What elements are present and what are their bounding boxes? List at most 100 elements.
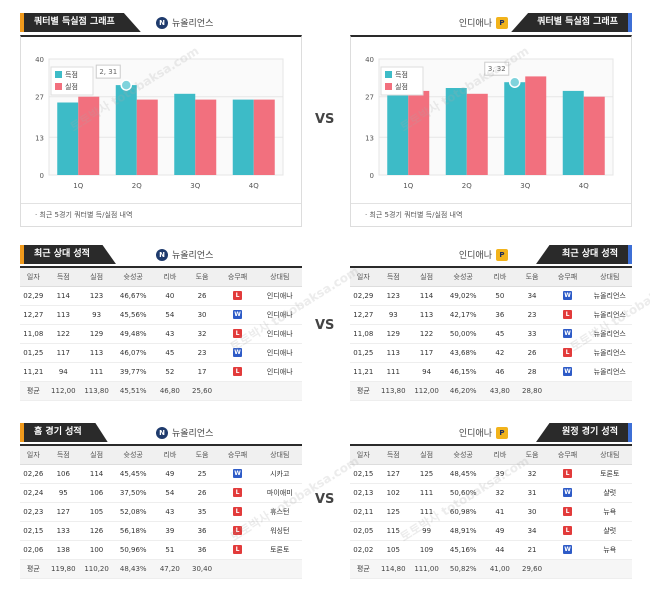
table-cell: 46,67% — [113, 286, 154, 306]
table-row: 01,25 113 117 43,68% 42 26 L 뉴올리언스 — [350, 343, 632, 363]
table-cell: 122 — [46, 324, 80, 344]
table-cell: 56,18% — [113, 521, 154, 541]
column-header: 승무패 — [217, 267, 258, 287]
table-cell: 32 — [483, 483, 517, 503]
loss-square-icon: L — [233, 488, 243, 497]
table-cell: 43 — [153, 324, 187, 344]
average-cell: 평균 — [350, 381, 377, 401]
column-header: 리바 — [153, 445, 187, 465]
table-row: 02,23 127 105 52,08% 43 35 L 휴스턴 — [20, 502, 302, 522]
table-cell: 52 — [153, 362, 187, 382]
table-cell: 뉴올리언스 — [587, 305, 632, 325]
average-row: 평균 113,80 112,00 46,20% 43,80 28,80 — [350, 381, 632, 401]
table-cell: 인디애나 — [257, 305, 302, 325]
table-cell: 11,21 — [20, 362, 47, 382]
team-label-left-2: N 뉴올리언스 — [156, 248, 213, 261]
legend-label: 득점 — [65, 71, 78, 79]
column-header: 실점 — [409, 267, 444, 287]
table-row: 02,26 106 114 45,45% 49 25 W 시카고 — [20, 464, 302, 484]
vs-label-homeaway: VS — [315, 492, 335, 507]
average-cell: 113,80 — [79, 381, 114, 401]
bar-for — [387, 79, 409, 175]
pacers-logo-icon: P — [496, 248, 508, 261]
loss-square-icon: L — [233, 367, 243, 376]
table-cell: 39 — [153, 521, 187, 541]
table-cell: 34 — [516, 521, 548, 541]
table-cell: 125 — [409, 464, 444, 484]
column-header: 리바 — [153, 267, 187, 287]
result-cell: W — [547, 362, 588, 382]
average-cell: 46,80 — [153, 381, 187, 401]
bar-against — [525, 76, 547, 175]
result-cell: L — [217, 521, 258, 541]
average-cell — [547, 381, 588, 401]
table-cell: 46,15% — [443, 362, 484, 382]
table-cell: 100 — [79, 540, 114, 560]
loss-square-icon: L — [563, 507, 573, 516]
table-cell: 111 — [409, 483, 444, 503]
table-row: 11,08 122 129 49,48% 43 32 L 인디애나 — [20, 324, 302, 344]
y-tick-label: 40 — [365, 56, 374, 64]
table-cell: 02,24 — [20, 483, 47, 503]
chart-note-right: · 최근 5경기 쿼터별 득/실점 내역 — [351, 203, 631, 226]
average-cell — [257, 559, 302, 579]
win-square-icon: W — [563, 545, 573, 554]
table-cell: 106 — [79, 483, 114, 503]
average-cell: 30,40 — [186, 559, 218, 579]
table-cell: 휴스턴 — [257, 502, 302, 522]
average-cell: 48,43% — [113, 559, 154, 579]
table-cell: 94 — [46, 362, 80, 382]
chart-note-left: · 최근 5경기 쿼터별 득/실점 내역 — [21, 203, 301, 226]
table-cell: 122 — [409, 324, 444, 344]
vs-label-charts: VS — [315, 112, 335, 127]
table-cell: 49 — [483, 521, 517, 541]
table-cell: 50,00% — [443, 324, 484, 344]
team-label-left: N 뉴올리언스 — [156, 16, 213, 29]
table-cell: 129 — [79, 324, 114, 344]
average-cell: 25,60 — [186, 381, 218, 401]
table-cell: 23 — [186, 343, 218, 363]
column-header: 슛성공 — [443, 267, 484, 287]
average-cell: 119,80 — [46, 559, 80, 579]
pelicans-logo-icon: N — [156, 16, 168, 29]
average-row: 평균 119,80 110,20 48,43% 47,20 30,40 — [20, 559, 302, 579]
table-cell: 인디애나 — [257, 362, 302, 382]
table-cell: 26 — [186, 286, 218, 306]
result-cell: L — [217, 286, 258, 306]
table-cell: 114 — [46, 286, 80, 306]
bar-for — [445, 88, 467, 175]
vs-label-recent: VS — [315, 318, 335, 333]
table-cell: 12,27 — [20, 305, 47, 325]
table-cell: 48,45% — [443, 464, 484, 484]
column-header: 득점 — [376, 267, 410, 287]
y-tick-label: 13 — [365, 134, 374, 142]
table-cell: 02,29 — [350, 286, 377, 306]
table-cell: 인디애나 — [257, 343, 302, 363]
column-header: 일자 — [20, 267, 47, 287]
table-cell: 48,91% — [443, 521, 484, 541]
team-name-right: 인디애나 — [458, 429, 492, 439]
table-cell: 42 — [483, 343, 517, 363]
result-cell: W — [217, 464, 258, 484]
table-cell: 37,50% — [113, 483, 154, 503]
bar-against — [583, 96, 605, 175]
pacers-logo-icon: P — [496, 426, 508, 439]
table-cell: 45,56% — [113, 305, 154, 325]
average-cell: 112,00 — [46, 381, 80, 401]
bar-for — [57, 102, 79, 175]
home-panel: 홈 경기 성적 N 뉴올리언스 일자 득점 실점 슛성공 리바 도움 승무패 상대팀 02,26… — [20, 420, 302, 579]
loss-square-icon: L — [233, 545, 243, 554]
table-cell: 뉴올리언스 — [587, 286, 632, 306]
table-cell: 02,02 — [350, 540, 377, 560]
table-row: 02,13 102 111 50,60% 32 31 W 샬럿 — [350, 483, 632, 503]
table-cell: 02,23 — [20, 502, 47, 522]
table-row: 11,21 94 111 39,77% 52 17 L 인디애나 — [20, 362, 302, 382]
pelicans-logo-icon: N — [156, 248, 168, 261]
table-cell: 106 — [46, 464, 80, 484]
table-cell: 127 — [376, 464, 410, 484]
table-cell: 02,15 — [20, 521, 47, 541]
average-cell: 47,20 — [153, 559, 187, 579]
table-cell: 33 — [516, 324, 548, 344]
